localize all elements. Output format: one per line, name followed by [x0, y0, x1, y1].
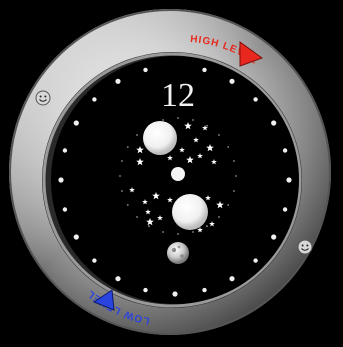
rim-dot: [172, 291, 178, 297]
rim-dots: [58, 67, 292, 297]
rim-dot: [202, 67, 207, 73]
rim-dot: [253, 258, 258, 263]
inner-dot: [233, 190, 235, 192]
inner-dot: [162, 231, 164, 233]
rim-dot: [271, 234, 277, 240]
inner-dot: [177, 233, 179, 235]
star: [152, 192, 160, 200]
star: [157, 215, 163, 221]
rim-dot: [202, 287, 207, 293]
rim-dot: [73, 234, 79, 240]
inner-dot: [121, 160, 123, 162]
star: [186, 156, 194, 164]
rim-dot: [271, 120, 277, 126]
inner-dot: [177, 117, 179, 119]
inner-dot: [121, 190, 123, 192]
inner-dot: [192, 231, 194, 233]
smiley-face-icon: [297, 239, 313, 255]
dial-number: 12: [161, 77, 195, 114]
inner-dot: [148, 225, 150, 228]
inner-dot: [235, 175, 237, 177]
inner-dot: [126, 204, 129, 206]
star: [184, 122, 192, 130]
star: [211, 159, 217, 165]
inner-dot: [233, 160, 235, 162]
star: [205, 195, 211, 201]
rim-dot: [282, 207, 288, 212]
star: [197, 227, 203, 233]
inner-dot: [136, 134, 138, 136]
star: [142, 199, 148, 205]
star: [202, 125, 208, 131]
star: [146, 218, 154, 226]
inner-dot: [192, 119, 194, 121]
moon-icon: [167, 242, 189, 264]
star: [129, 187, 135, 193]
rim-dot: [253, 97, 258, 102]
star: [206, 144, 214, 152]
center-ball: [171, 167, 185, 181]
red-triangle-pointer-icon: [239, 41, 264, 67]
star-cluster: [129, 122, 224, 233]
inner-dot: [227, 146, 230, 148]
inner-dot: [119, 175, 121, 177]
inner-dot: [206, 225, 208, 228]
rim-dot: [229, 276, 235, 282]
inner-dot: [218, 134, 220, 136]
inner-dot: [218, 216, 220, 218]
star: [145, 209, 151, 215]
star: [197, 153, 203, 159]
inner-dot: [206, 124, 208, 127]
rim-dot: [282, 148, 288, 153]
rim-dot: [143, 67, 148, 73]
star: [179, 147, 185, 153]
star: [167, 155, 173, 161]
star: [136, 158, 144, 166]
rim-dot: [92, 258, 97, 263]
smiley-face-icon: [35, 90, 51, 106]
rim-dot: [229, 78, 235, 84]
rim-dot: [115, 78, 121, 84]
rim-dot: [62, 207, 68, 212]
rim-dot: [143, 287, 148, 293]
star: [136, 146, 144, 154]
star: [209, 221, 215, 227]
inner-dot: [227, 204, 230, 206]
lower-ball: [172, 194, 208, 230]
rim-dot: [115, 276, 121, 282]
inner-dot: [126, 146, 129, 148]
star: [216, 201, 224, 209]
rim-dot: [92, 97, 97, 102]
star: [167, 197, 173, 203]
rim-dot: [73, 120, 79, 126]
upper-ball: [143, 121, 177, 155]
inner-dot: [162, 119, 164, 121]
rim-dot: [62, 148, 68, 153]
rim-dot: [286, 177, 292, 183]
rim-dot: [58, 177, 64, 183]
inner-dot: [136, 216, 138, 218]
blue-triangle-pointer-icon: [92, 289, 115, 311]
star: [193, 137, 199, 143]
